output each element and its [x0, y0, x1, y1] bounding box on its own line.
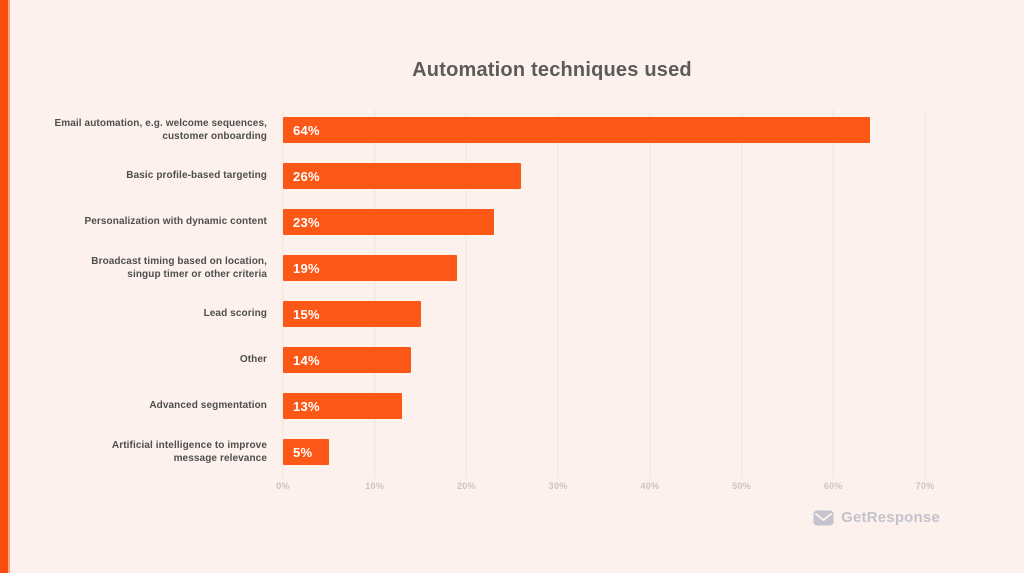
row-plot-area: 15%: [283, 301, 925, 327]
chart-title: Automation techniques used: [412, 59, 692, 81]
bar-value-label: 15%: [293, 306, 320, 322]
bar-value-label: 23%: [293, 214, 320, 230]
bar: 23%: [283, 209, 494, 235]
envelope-icon: [813, 510, 834, 526]
bar: 64%: [283, 117, 870, 143]
bar-value-label: 13%: [293, 398, 320, 414]
gridline: [741, 109, 743, 479]
x-tick-label: 0%: [276, 481, 290, 491]
chart-row: Email automation, e.g. welcome sequences…: [10, 107, 925, 153]
x-axis: 0% 10% 20% 30% 40% 50% 60% 70%: [276, 479, 934, 493]
gridlines: [282, 109, 926, 479]
gridline: [557, 109, 559, 479]
bar-value-label: 64%: [293, 122, 320, 138]
category-label: Basic profile-based targeting: [126, 170, 267, 182]
gridline: [374, 109, 376, 479]
chart-row: Other 14%: [10, 337, 925, 383]
x-tick-label: 70%: [915, 481, 935, 491]
chart-rows: Email automation, e.g. welcome sequences…: [10, 107, 925, 475]
category-label: Lead scoring: [203, 308, 267, 320]
bar: 5%: [283, 439, 329, 465]
bar: 15%: [283, 301, 421, 327]
chart-row: Lead scoring 15%: [10, 291, 925, 337]
chart-row: Artificial intelligence to improve messa…: [10, 429, 925, 475]
category-label: Email automation, e.g. welcome sequences…: [54, 117, 267, 143]
category-label: Personalization with dynamic content: [84, 216, 267, 228]
x-tick-label: 60%: [823, 481, 843, 491]
chart-row: Advanced segmentation 13%: [10, 383, 925, 429]
row-plot-area: 13%: [283, 393, 925, 419]
bar-value-label: 26%: [293, 168, 320, 184]
row-plot-area: 23%: [283, 209, 925, 235]
bar-value-label: 14%: [293, 352, 320, 368]
bar: 13%: [283, 393, 403, 419]
bar: 19%: [283, 255, 458, 281]
category-label: Artificial intelligence to improve messa…: [111, 439, 267, 465]
brand-footer: GetResponse: [813, 509, 940, 526]
category-label: Other: [239, 354, 267, 366]
bar: 14%: [283, 347, 412, 373]
x-tick-label: 10%: [365, 481, 385, 491]
row-plot-area: 14%: [283, 347, 925, 373]
row-plot-area: 5%: [283, 439, 925, 465]
gridline: [465, 109, 467, 479]
row-plot-area: 64%: [283, 117, 925, 143]
gridline: [832, 109, 834, 479]
bar-chart: Email automation, e.g. welcome sequences…: [10, 107, 934, 507]
gridline: [649, 109, 651, 479]
category-label: Advanced segmentation: [149, 400, 267, 412]
row-plot-area: 26%: [283, 163, 925, 189]
x-tick-label: 40%: [640, 481, 660, 491]
bar-value-label: 5%: [293, 444, 313, 460]
chart-row: Personalization with dynamic content 23%: [10, 199, 925, 245]
brand-name: GetResponse: [841, 509, 940, 526]
bar-value-label: 19%: [293, 260, 320, 276]
chart-row: Broadcast timing based on location, sing…: [10, 245, 925, 291]
chart-row: Basic profile-based targeting 26%: [10, 153, 925, 199]
x-tick-label: 20%: [456, 481, 476, 491]
gridline: [282, 109, 284, 479]
left-accent-stripe: [0, 0, 10, 573]
category-label: Broadcast timing based on location, sing…: [91, 255, 267, 281]
x-tick-label: 50%: [732, 481, 752, 491]
row-plot-area: 19%: [283, 255, 925, 281]
x-tick-label: 30%: [548, 481, 568, 491]
bar: 26%: [283, 163, 522, 189]
gridline: [924, 109, 926, 479]
